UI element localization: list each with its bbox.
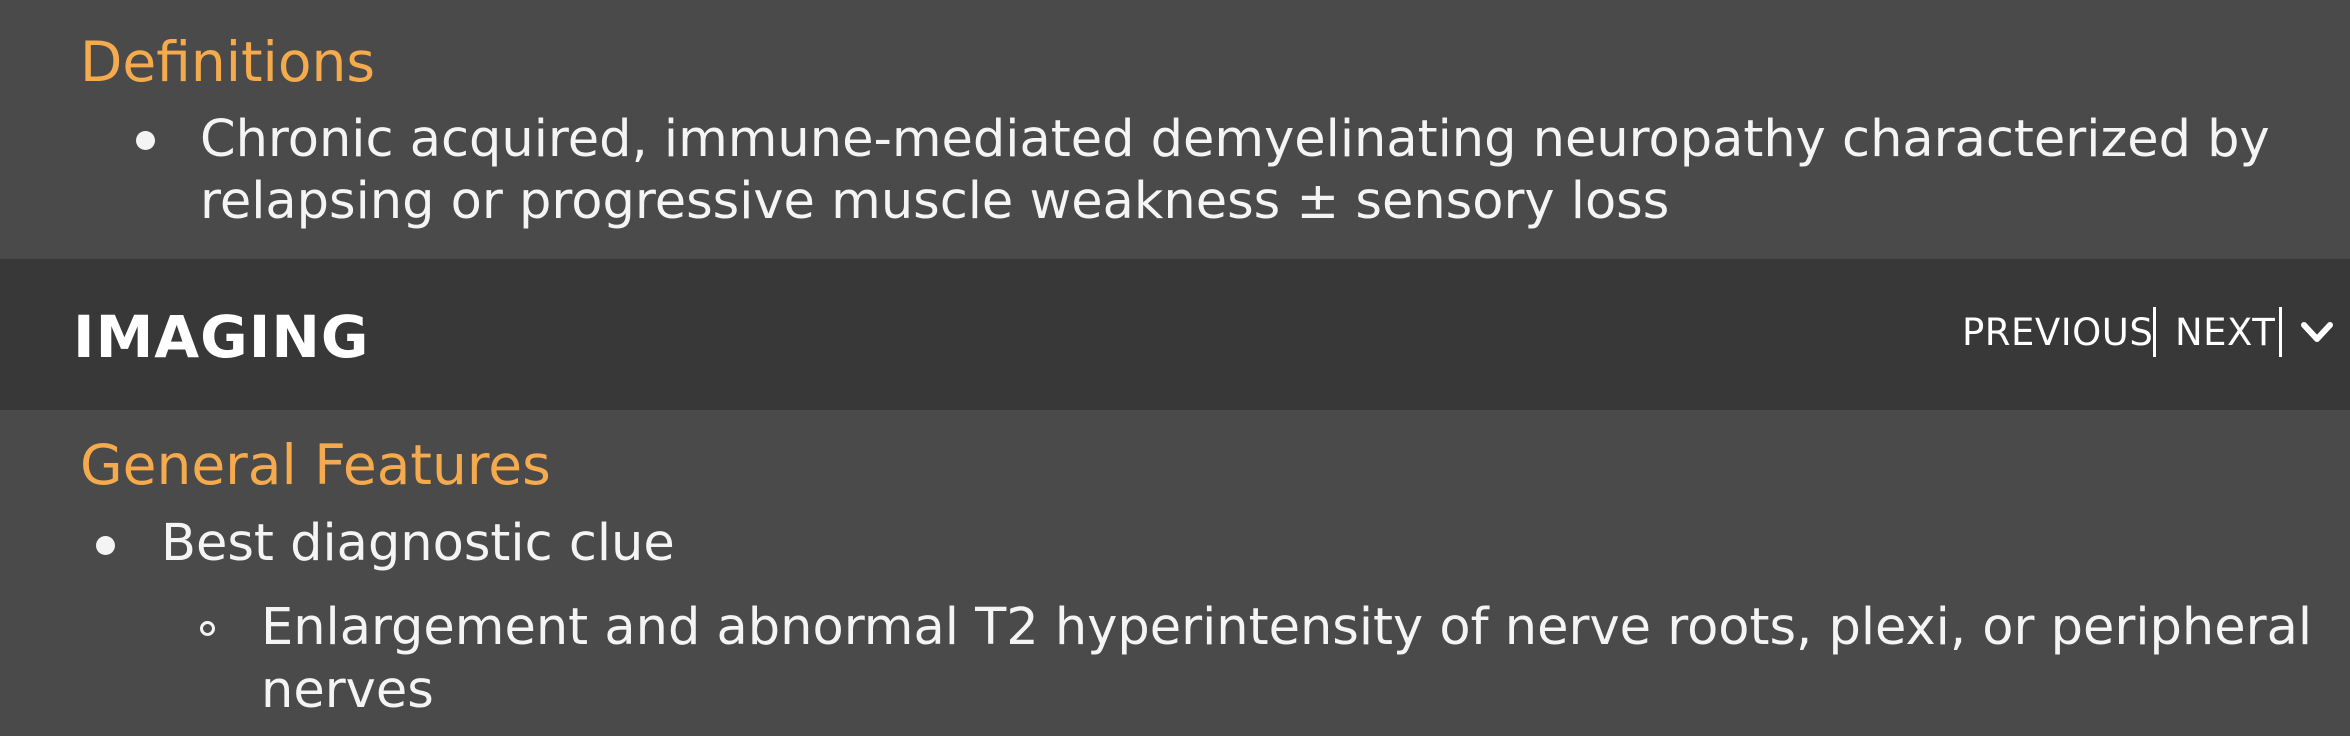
section-title: IMAGING bbox=[73, 303, 370, 371]
definitions-bullet-line-1: Chronic acquired, immune-mediated demyel… bbox=[200, 110, 2270, 169]
definitions-heading: Definitions bbox=[80, 30, 375, 94]
chevron-down-icon[interactable] bbox=[2300, 317, 2334, 349]
nav-divider bbox=[2153, 307, 2156, 357]
next-link[interactable]: NEXT bbox=[2175, 311, 2276, 354]
general-features-heading: General Features bbox=[80, 433, 551, 497]
general-features-sub-bullet-line-2: nerves bbox=[261, 661, 434, 720]
imaging-section-bar: IMAGING PREVIOUS NEXT bbox=[0, 259, 2350, 410]
general-features-bullet: Best diagnostic clue bbox=[161, 514, 675, 573]
bullet-marker bbox=[136, 131, 155, 150]
sub-bullet-marker bbox=[200, 621, 215, 636]
bullet-marker bbox=[96, 536, 115, 555]
general-features-sub-bullet-line-1: Enlargement and abnormal T2 hyperintensi… bbox=[261, 598, 2313, 657]
definitions-bullet-line-2: relapsing or progressive muscle weakness… bbox=[200, 172, 1670, 231]
nav-divider bbox=[2279, 307, 2282, 357]
previous-link[interactable]: PREVIOUS bbox=[1962, 311, 2154, 354]
